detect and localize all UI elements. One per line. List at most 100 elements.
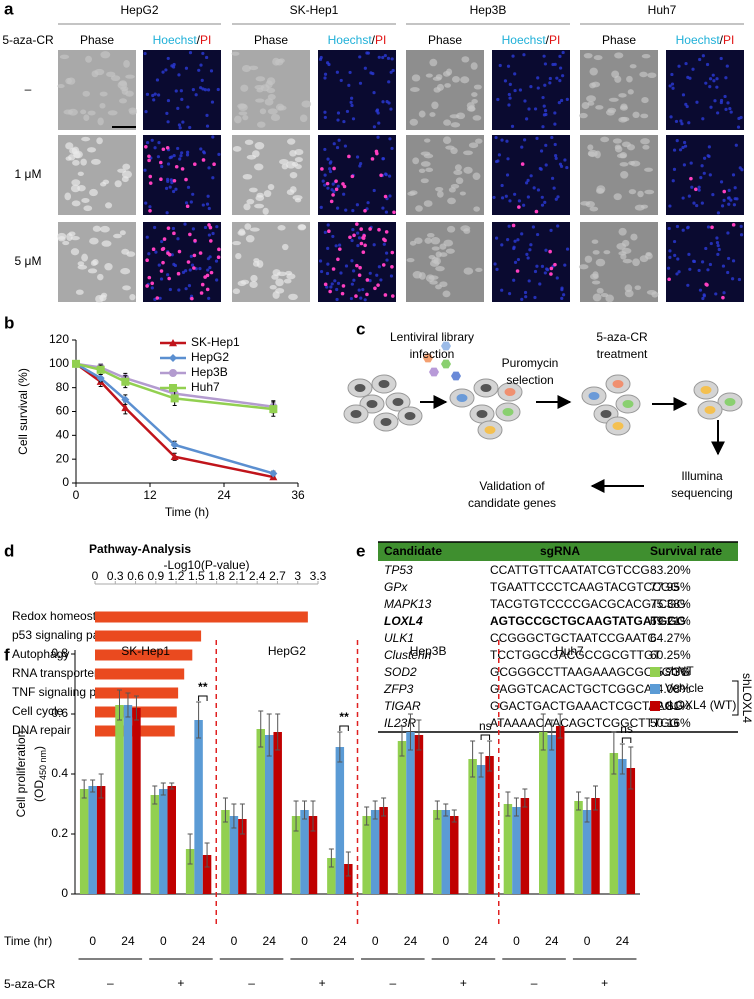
significance-bracket [198,695,208,701]
nucleus [390,57,394,61]
significance-label: ns [620,722,633,736]
cell [122,163,131,170]
nucleus [404,412,416,420]
nucleus [695,100,699,104]
error-bar [160,782,166,796]
nucleus [328,167,332,171]
nucleus [335,206,340,210]
group-title: Huh7 [555,644,584,658]
cell [587,101,595,106]
nucleus [339,78,343,83]
y-tick-label: 0 [62,475,69,489]
nucleus [680,122,684,126]
cell [586,95,596,103]
error-bar [619,743,625,775]
panel-label: b [4,313,14,332]
dead-cell [207,223,211,227]
nucleus [203,225,208,230]
nucleus [174,89,178,93]
nucleus [522,53,526,57]
bar [512,807,521,894]
dead-cell [381,263,386,267]
row-label: 5 μM [15,254,42,268]
image-texture [231,51,312,128]
nucleus [672,167,677,171]
table-cell: Clusterin [384,648,432,662]
error-bar [372,800,378,820]
image-texture [668,139,744,215]
dead-cell [209,239,213,243]
nucleus [525,181,529,185]
nucleus [708,77,713,81]
nucleus [328,161,332,165]
nucleus [390,146,394,151]
cell [620,116,630,122]
cell [583,52,593,59]
nucleus [561,74,565,78]
cell [619,162,629,167]
dead-cell [186,260,191,264]
nucleus [206,268,210,272]
nucleus [166,120,170,124]
cell [463,150,473,156]
cell [595,105,604,110]
nucleus [692,259,696,263]
cell [585,201,595,208]
time-label: 24 [121,934,135,948]
nucleus [538,282,542,286]
nucleus [727,202,731,206]
step-label: sequencing [671,486,732,500]
nucleus [342,119,346,124]
nucleus [520,297,524,301]
y-axis-unit: (OD450 nm) [32,746,48,802]
cell [450,122,461,128]
cell [121,176,129,183]
nucleus [558,54,562,58]
nucleus [729,110,733,114]
bar [194,720,203,894]
table-cell: TP53 [384,563,413,577]
step-label: treatment [597,347,648,361]
image-texture [579,52,657,123]
bar [370,810,380,894]
nucleus [377,55,381,59]
cell [430,236,441,245]
dead-cell [332,166,336,171]
cell [460,76,470,84]
nucleus [143,51,147,56]
dead-cell [145,284,149,288]
marker [169,354,177,362]
cell [126,251,136,257]
bar [626,768,636,894]
cell [470,62,478,70]
nucleus [361,287,365,292]
nucleus [683,140,687,145]
cell [614,52,624,59]
bar [591,798,600,894]
step-label: Puromycin [502,356,559,370]
cell [475,138,483,144]
cell [245,235,255,243]
cell [244,139,254,145]
cell [66,233,73,241]
nucleus [332,142,336,146]
nucleus [704,406,716,414]
nucleus [372,91,376,95]
table-cell: IL23R [384,716,416,730]
nucleus [500,288,504,292]
nucleus [187,284,192,288]
bar [406,732,415,894]
nucleus [177,123,182,127]
cell [642,144,650,150]
nucleus [334,244,338,248]
dead-cell [212,162,216,167]
nucleus [330,282,334,286]
cell [72,159,80,166]
cell [70,248,80,256]
dead-cell [192,266,196,270]
cell [593,55,603,61]
cell [630,233,638,241]
nucleus [354,384,366,392]
dead-cell [159,269,164,273]
nucleus [739,224,743,229]
